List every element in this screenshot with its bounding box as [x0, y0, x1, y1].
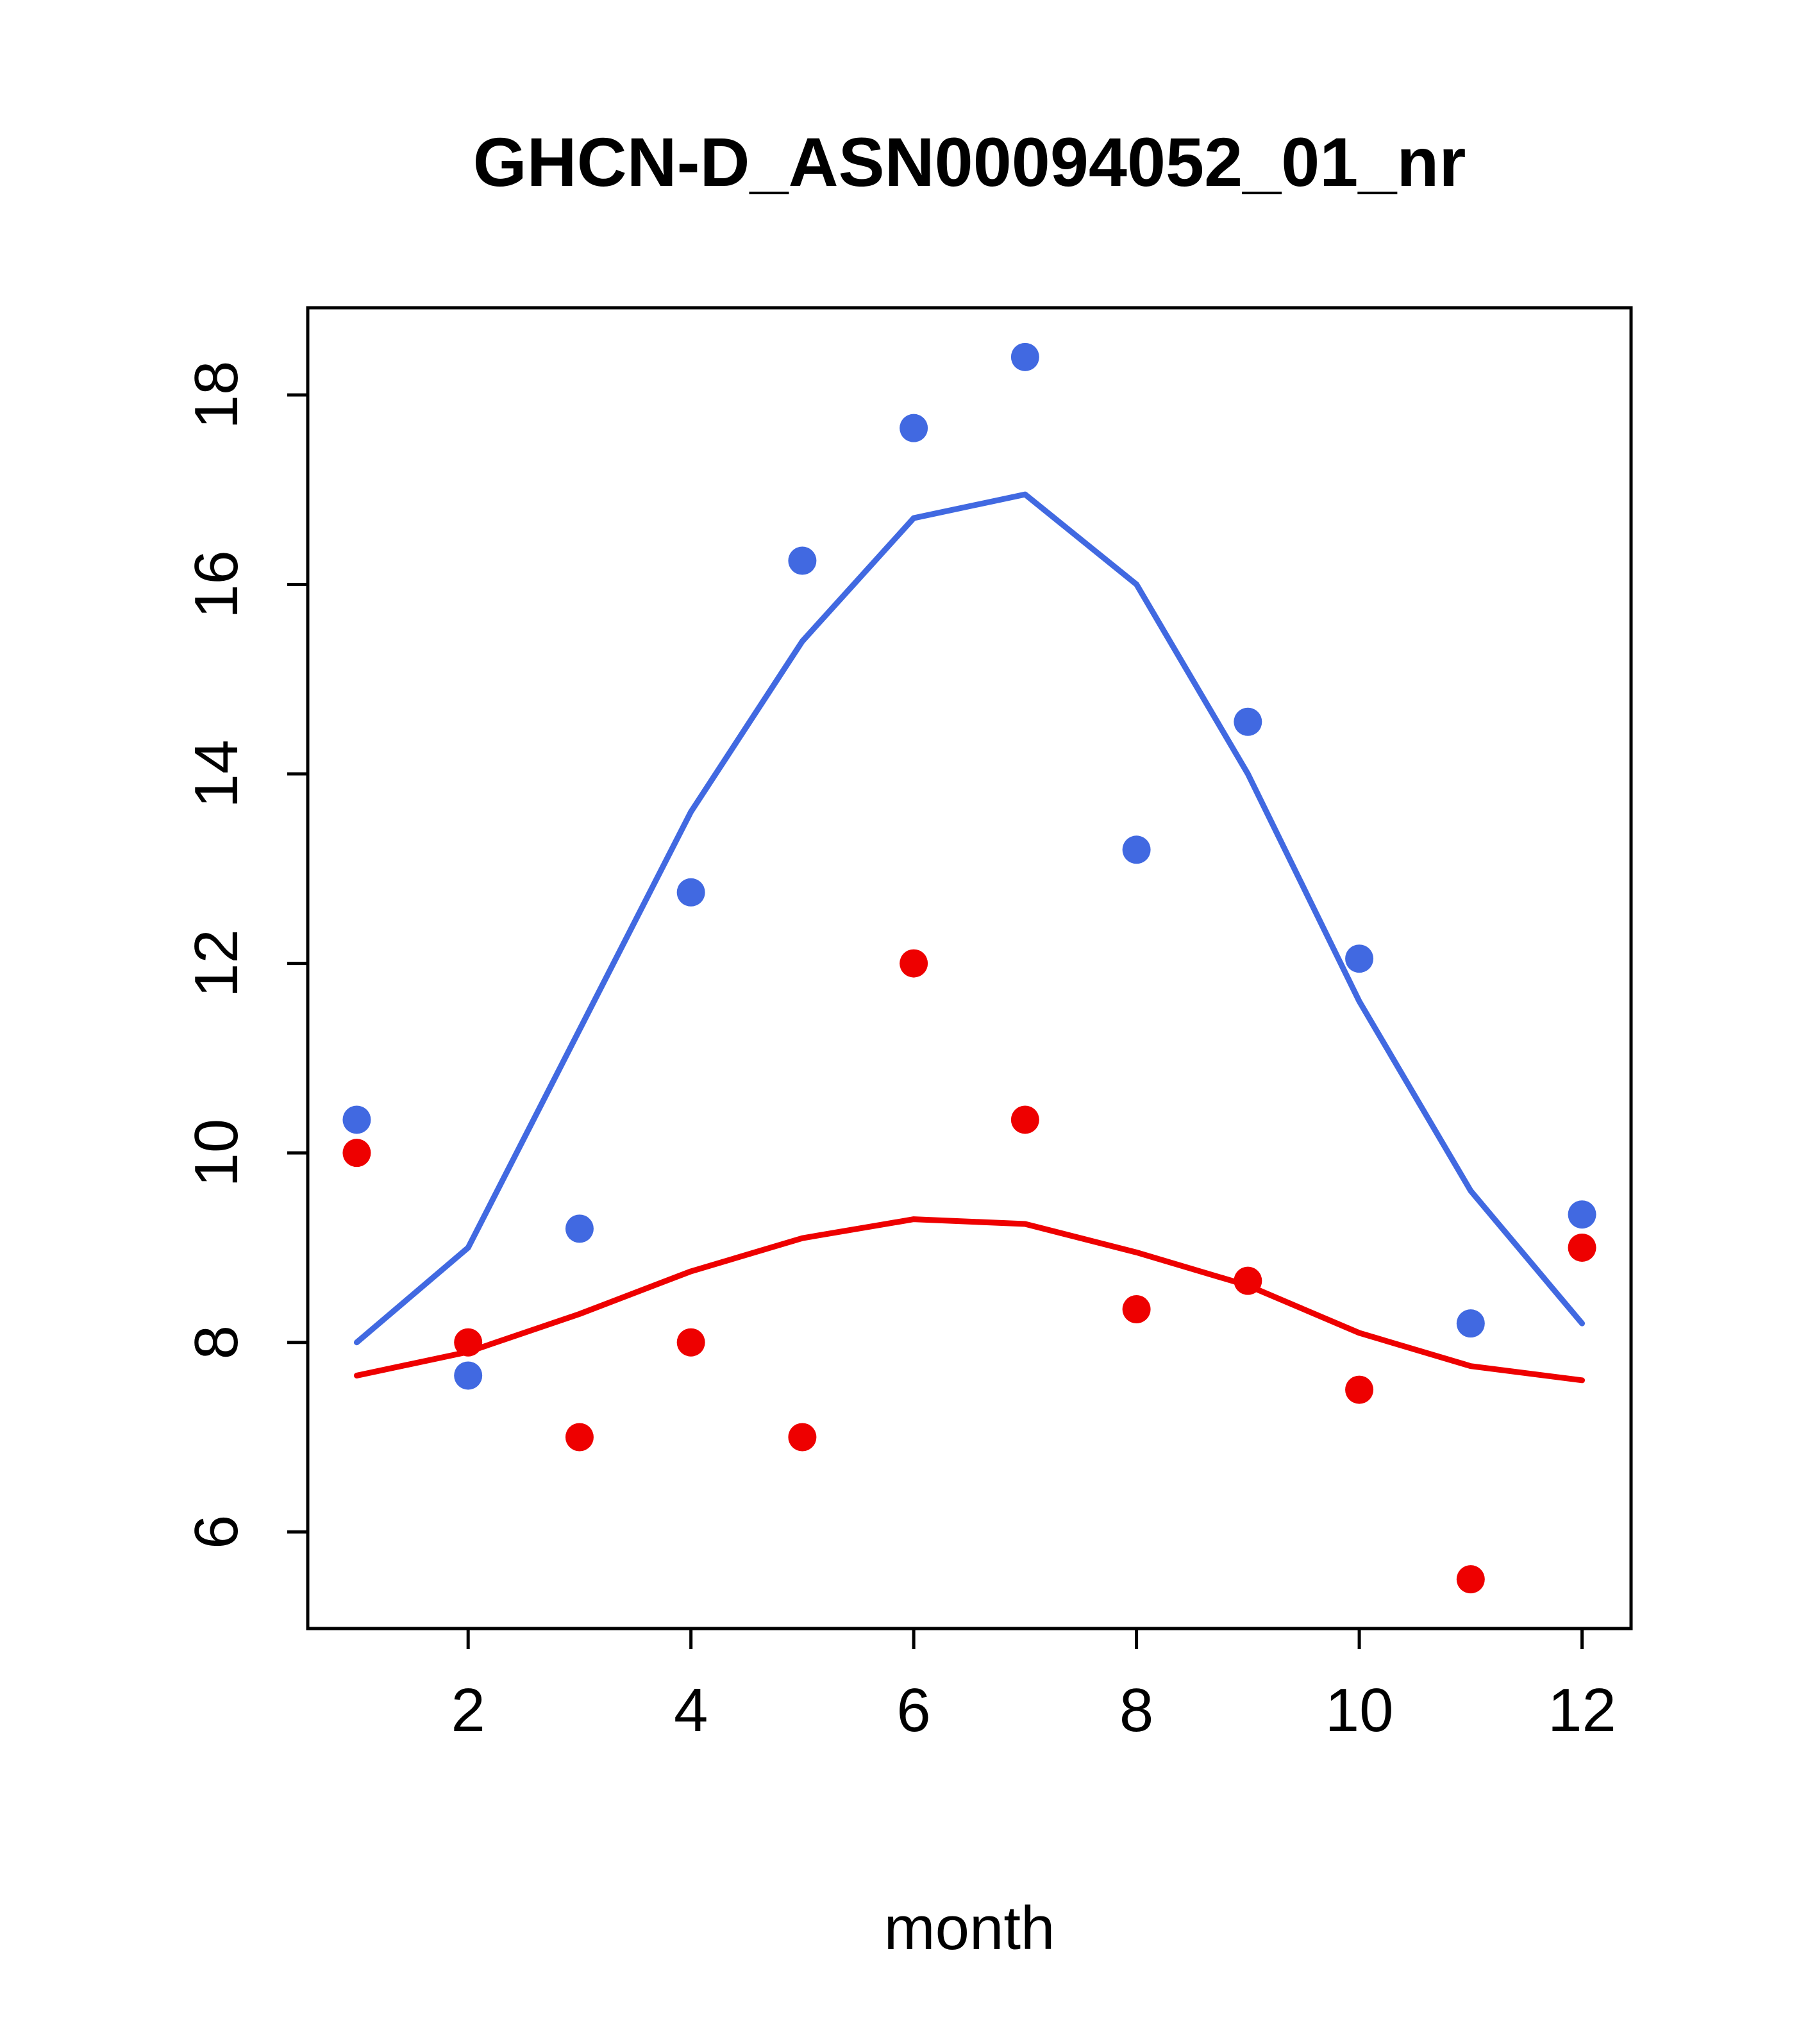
blue-points-point	[565, 1214, 594, 1243]
x-axis-label: month	[884, 1894, 1055, 1963]
blue-points-point	[1010, 342, 1039, 371]
blue-points-point	[1456, 1309, 1485, 1338]
blue-points-point	[454, 1361, 483, 1390]
red-points-point	[900, 949, 928, 978]
blue-points-point	[900, 414, 928, 442]
red-points-point	[676, 1328, 705, 1357]
blue-points-point	[1122, 835, 1151, 864]
x-tick-label: 12	[1548, 1676, 1616, 1745]
y-tick-label: 6	[182, 1515, 251, 1549]
y-tick-label: 16	[182, 550, 251, 619]
blue-points-point	[1234, 707, 1262, 736]
plot-border	[306, 306, 1633, 1630]
blue-points-point	[342, 1105, 371, 1134]
x-tick-label: 8	[1119, 1676, 1153, 1745]
plot-layer: 2 4 6 8 10 12 6 8 10 12 14 16 18	[182, 306, 1633, 1745]
chart-title: GHCN-D_ASN00094052_01_nr	[473, 123, 1466, 201]
red-smooth-line	[353, 1216, 1586, 1384]
red-points-point	[565, 1423, 594, 1452]
blue-points-point	[788, 546, 817, 575]
x-tick-label: 6	[896, 1676, 930, 1745]
red-points-point	[788, 1423, 817, 1452]
red-points-point	[1456, 1565, 1485, 1594]
x-tick-label: 10	[1325, 1676, 1394, 1745]
y-tick-label: 12	[182, 929, 251, 998]
x-tick-label: 2	[451, 1676, 485, 1745]
red-points-point	[1234, 1266, 1262, 1295]
y-tick-label: 14	[182, 740, 251, 808]
red-points-point	[1010, 1105, 1039, 1134]
red-points-point	[1345, 1375, 1374, 1404]
blue-points-point	[1345, 944, 1374, 973]
y-tick-label: 8	[182, 1325, 251, 1359]
y-tick-label: 10	[182, 1119, 251, 1187]
blue-points-point	[1568, 1200, 1596, 1229]
red-points-point	[454, 1328, 483, 1357]
red-points-point	[1122, 1294, 1151, 1323]
blue-smooth-line	[353, 491, 1586, 1346]
x-tick-label: 4	[674, 1676, 708, 1745]
red-points-point	[1568, 1233, 1596, 1262]
blue-points-point	[676, 878, 705, 907]
red-points-point	[342, 1139, 371, 1168]
y-tick-label: 18	[182, 361, 251, 430]
